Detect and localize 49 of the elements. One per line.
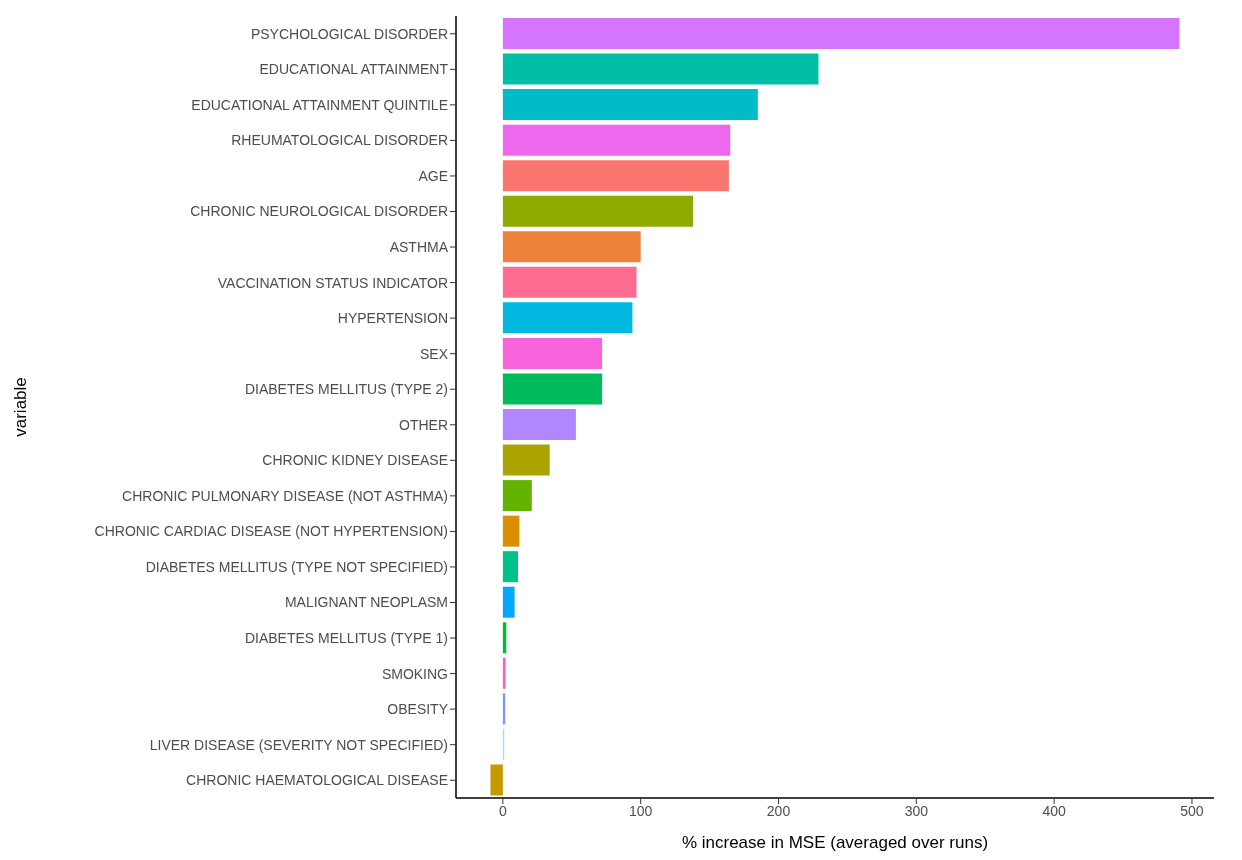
bar: [502, 657, 506, 689]
y-axis-title: variable: [11, 377, 31, 437]
bar: [502, 89, 758, 121]
y-tick-label: HYPERTENSION: [337, 310, 448, 327]
x-tick-label: 400: [1042, 802, 1067, 819]
y-tick-label: EDUCATIONAL ATTAINMENT QUINTILE: [191, 96, 448, 113]
y-tick-label: EDUCATIONAL ATTAINMENT: [259, 61, 449, 78]
bar: [502, 373, 603, 405]
y-tick-label: DIABETES MELLITUS (TYPE 1): [244, 630, 448, 647]
y-tick-label: CHRONIC KIDNEY DISEASE: [262, 452, 448, 469]
bar: [502, 515, 520, 547]
y-tick-label: CHRONIC CARDIAC DISEASE (NOT HYPERTENSION): [94, 523, 448, 540]
bar: [502, 53, 819, 85]
bar: [502, 195, 694, 227]
bar: [502, 480, 532, 512]
y-tick-label: CHRONIC NEUROLOGICAL DISORDER: [190, 203, 448, 220]
bar: [490, 764, 503, 796]
x-tick-label: 100: [629, 802, 653, 819]
y-tick-label: OBESITY: [387, 701, 449, 718]
y-tick-label: VACCINATION STATUS INDICATOR: [217, 274, 448, 291]
x-tick-label: 500: [1180, 802, 1204, 819]
bar: [502, 444, 550, 476]
bar: [502, 266, 637, 298]
y-tick-label: PSYCHOLOGICAL DISORDER: [250, 25, 448, 42]
bar: [502, 337, 603, 369]
y-tick-label: DIABETES MELLITUS (TYPE NOT SPECIFIED): [145, 558, 448, 575]
y-tick-label: LIVER DISEASE (SEVERITY NOT SPECIFIED): [149, 736, 448, 753]
x-tick-label: 300: [904, 802, 929, 819]
y-tick-label: ASTHMA: [389, 239, 449, 256]
bar: [502, 586, 515, 618]
x-axis-title: % increase in MSE (averaged over runs): [681, 833, 989, 852]
y-tick-label: CHRONIC HAEMATOLOGICAL DISEASE: [186, 772, 448, 789]
x-tick-label: 0: [498, 802, 507, 819]
bar: [502, 160, 729, 192]
y-tick-label: SMOKING: [381, 665, 448, 682]
y-tick-label: MALIGNANT NEOPLASM: [284, 594, 448, 611]
y-tick-label: AGE: [418, 167, 448, 184]
bar: [502, 231, 641, 263]
bar: [502, 551, 519, 583]
x-tick-label: 200: [766, 802, 791, 819]
bar: [502, 302, 633, 334]
bar: [502, 18, 1180, 49]
y-tick-label: DIABETES MELLITUS (TYPE 2): [244, 381, 448, 398]
y-tick-label: CHRONIC PULMONARY DISEASE (NOT ASTHMA): [122, 487, 448, 504]
bar: [502, 409, 576, 440]
y-tick-label: RHEUMATOLOGICAL DISORDER: [231, 132, 448, 149]
y-tick-label: OTHER: [399, 416, 448, 433]
y-tick-label: SEX: [419, 345, 449, 362]
bar: [502, 124, 731, 156]
